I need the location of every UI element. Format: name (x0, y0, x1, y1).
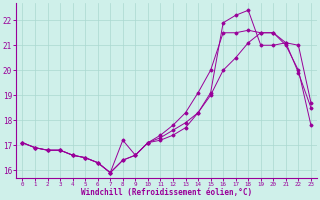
X-axis label: Windchill (Refroidissement éolien,°C): Windchill (Refroidissement éolien,°C) (81, 188, 252, 197)
